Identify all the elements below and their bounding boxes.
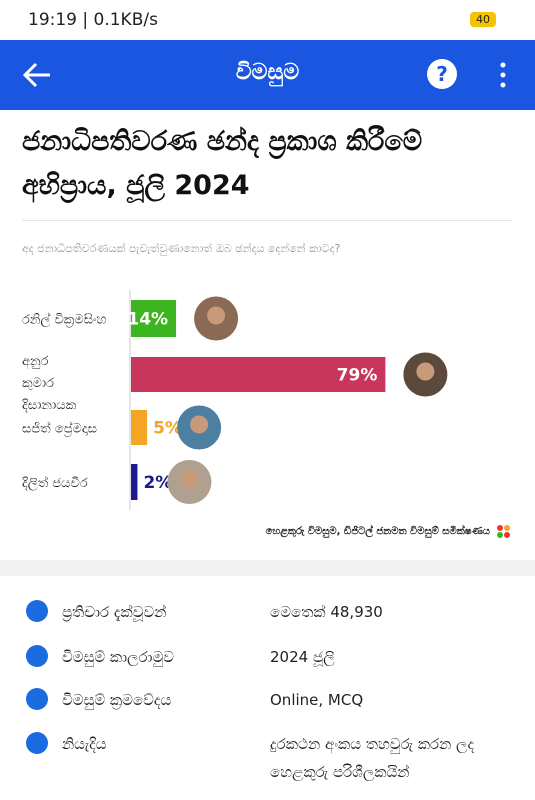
candidate-face — [416, 362, 435, 381]
back-button[interactable] — [22, 62, 52, 88]
app-bar: විමසුම ? — [0, 40, 535, 110]
detail-label: ප්‍රතිචාර දැක්වූවන් — [62, 603, 167, 621]
candidate-face — [190, 415, 209, 434]
status-bar: 19:19 | 0.1KB/s 40 — [0, 0, 535, 40]
battery: 40 — [470, 12, 496, 27]
detail-label: විමසුම් කාලරාමුව — [62, 648, 175, 666]
value-label: 79% — [337, 366, 378, 386]
category-label: අනුර කුමාර දිසානායක — [22, 354, 77, 413]
poll-title: ජනාධිපතිවරණ ඡන්ද ප්‍රකාශ කිරීමේ අභිප්‍රා… — [22, 126, 423, 201]
logo-dot — [497, 525, 503, 531]
detail-icon — [26, 688, 48, 710]
candidate-face — [180, 470, 199, 488]
divider — [22, 220, 512, 221]
category-label: සජිත් ප්‍රේමදාස — [22, 420, 97, 436]
category-label: රනිල් වික්‍රමසිංහ — [22, 311, 107, 327]
detail-label: නියැදිය — [62, 735, 107, 753]
chart-source: හෙළකුරු විමසුම, ඩිජිටල් ජනමත විමසුම් සමී… — [266, 524, 491, 538]
chart: රනිල් වික්‍රමසිංහ 14% අනුර කුමාර දිසානායක 79%… — [22, 290, 510, 538]
app-title: විමසුම — [235, 60, 300, 85]
bar — [131, 300, 177, 337]
value-label: 5% — [153, 419, 182, 439]
category-label: දිලිත් ජයවීර — [22, 475, 88, 491]
svg-text:?: ? — [436, 62, 448, 86]
detail-value: 2024 ජූලි — [270, 648, 335, 666]
menu-button[interactable] — [498, 62, 508, 88]
logo-dot — [504, 525, 510, 531]
status-time: 19:19 | 0.1KB/s — [28, 10, 158, 30]
detail-label: විමසුම් ක්‍රමවේදය — [62, 691, 172, 709]
detail-value: දුරකථන අංකය තහවුරු කරන ලද හෙළකුරු පරිශීල… — [270, 735, 475, 781]
detail-value: Online, MCQ — [270, 691, 364, 709]
detail-icon — [26, 732, 48, 754]
detail-icon — [26, 600, 48, 622]
logo-dot — [504, 532, 510, 538]
separator — [0, 560, 535, 576]
bar — [131, 357, 386, 392]
detail-icon — [26, 645, 48, 667]
bar — [131, 464, 138, 500]
detail-value: මෙතෙක් 48,930 — [270, 603, 383, 621]
chart-subtitle: අද ජනාධිපතිවරණයක් පැවැත්වුණානොත් ඔබ ඡන්ද… — [22, 242, 341, 255]
value-label: 2% — [143, 473, 172, 493]
candidate-face — [207, 306, 226, 325]
logo-dot — [497, 532, 503, 538]
help-button[interactable]: ? — [426, 58, 458, 90]
bar — [131, 410, 148, 445]
value-label: 14% — [127, 310, 168, 330]
